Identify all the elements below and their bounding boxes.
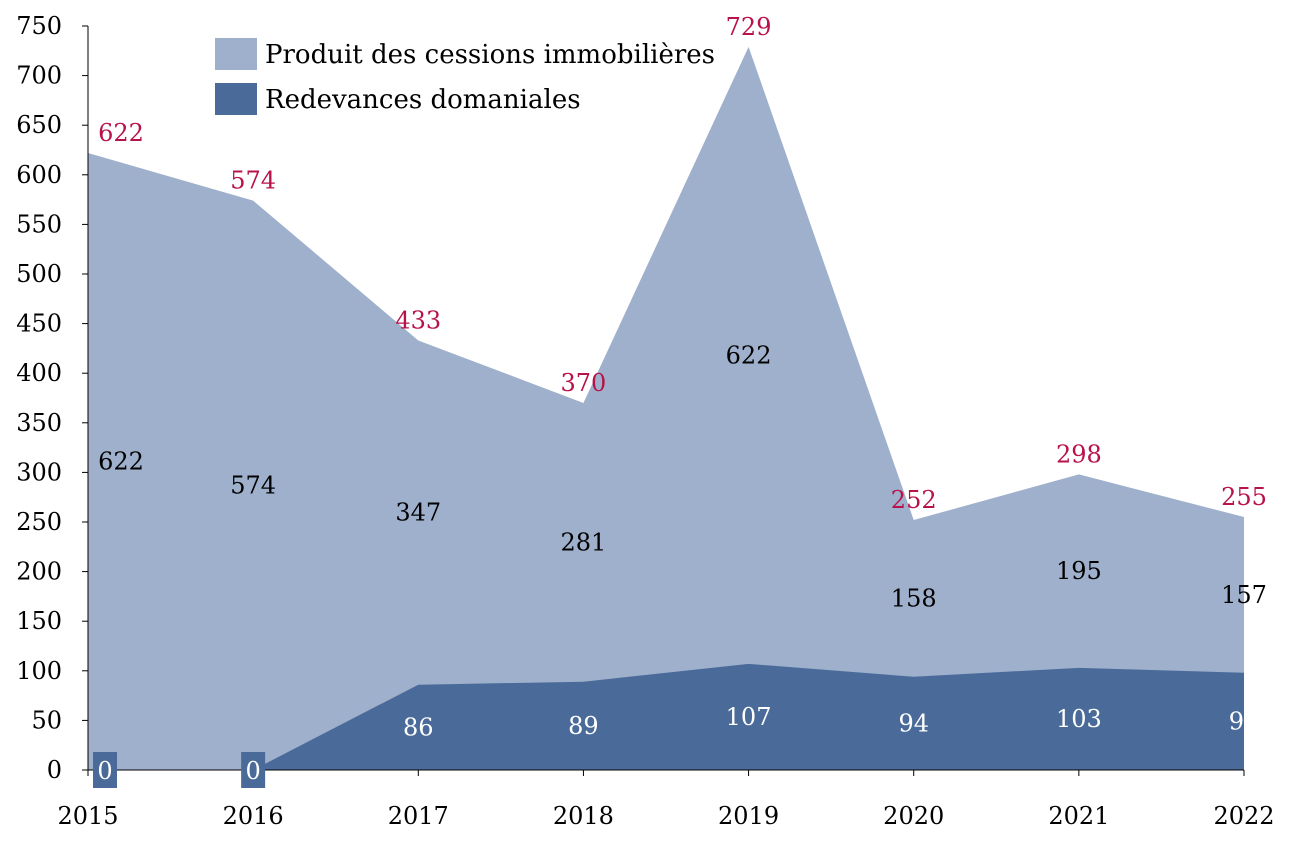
y-tick-label: 150 xyxy=(16,607,62,635)
data-label-produit: 281 xyxy=(561,528,607,556)
data-label-redevances: 0 xyxy=(97,757,112,785)
total-label: 574 xyxy=(230,167,276,195)
total-label: 255 xyxy=(1221,483,1267,511)
y-tick-label: 300 xyxy=(16,458,62,486)
total-label: 370 xyxy=(561,369,607,397)
y-tick-label: 0 xyxy=(47,756,62,784)
y-tick-label: 550 xyxy=(16,210,62,238)
data-label-produit: 195 xyxy=(1056,557,1102,585)
legend-label: Produit des cessions immobilières xyxy=(265,40,715,70)
zero-label-box xyxy=(241,752,266,788)
y-tick-label: 700 xyxy=(16,62,62,90)
data-label-redevances: 107 xyxy=(726,703,772,731)
y-tick-label: 50 xyxy=(31,706,62,734)
y-tick-label: 100 xyxy=(16,657,62,685)
x-tick-label: 2018 xyxy=(553,802,614,830)
area-redevances-domaniales xyxy=(88,663,1244,770)
total-label: 252 xyxy=(891,486,937,514)
x-tick-label: 2022 xyxy=(1213,802,1274,830)
y-tick-label: 200 xyxy=(16,558,62,586)
y-tick-label: 500 xyxy=(16,260,62,288)
x-tick-label: 2021 xyxy=(1048,802,1109,830)
data-label-produit: 574 xyxy=(230,471,276,499)
data-label-produit: 622 xyxy=(98,447,144,475)
y-tick-label: 750 xyxy=(16,12,62,40)
data-label-produit: 622 xyxy=(726,341,772,369)
x-tick-label: 2019 xyxy=(718,802,779,830)
data-label-produit: 347 xyxy=(395,499,441,527)
total-label: 622 xyxy=(98,119,144,147)
total-label: 729 xyxy=(726,13,772,41)
total-label: 433 xyxy=(395,306,441,334)
x-tick-label: 2016 xyxy=(223,802,284,830)
total-label: 298 xyxy=(1056,440,1102,468)
legend-label: Redevances domaniales xyxy=(265,85,581,115)
data-label-redevances: 0 xyxy=(246,757,261,785)
data-label-redevances: 98 xyxy=(1229,707,1260,735)
data-label-redevances: 89 xyxy=(568,712,599,740)
legend-swatch xyxy=(215,38,257,70)
y-tick-label: 650 xyxy=(16,111,62,139)
y-tick-label: 600 xyxy=(16,161,62,189)
y-tick-label: 400 xyxy=(16,359,62,387)
data-label-redevances: 86 xyxy=(403,713,434,741)
y-tick-label: 350 xyxy=(16,409,62,437)
data-label-produit: 157 xyxy=(1221,581,1267,609)
x-tick-label: 2020 xyxy=(883,802,944,830)
y-tick-label: 450 xyxy=(16,310,62,338)
area-produit-cessions xyxy=(88,46,1244,770)
data-label-redevances: 103 xyxy=(1056,705,1102,733)
x-tick-label: 2017 xyxy=(388,802,449,830)
data-label-produit: 158 xyxy=(891,584,937,612)
x-tick-label: 2015 xyxy=(57,802,118,830)
data-label-redevances: 94 xyxy=(898,709,929,737)
y-tick-label: 250 xyxy=(16,508,62,536)
zero-label-box xyxy=(93,752,117,788)
legend-swatch xyxy=(215,83,257,115)
